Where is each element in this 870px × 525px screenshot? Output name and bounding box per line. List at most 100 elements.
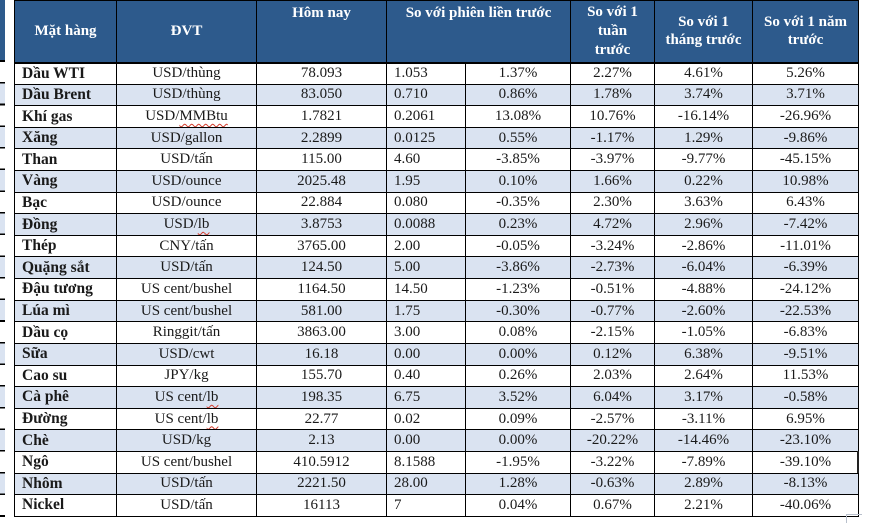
session-change-percent: 13.08% [465,105,571,128]
table-row: Bạc USD/ounce 22.884 0.080 -0.35% 2.30% … [14,191,859,215]
week-change-percent: 2.27% [570,62,655,85]
year-change-percent: 11.53% [752,364,859,388]
unit-cell: USD/tấn [116,148,257,172]
year-change-percent: 10.98% [752,170,859,193]
unit-cell: USD/tấn [116,494,257,517]
session-change-value: 6.75 [386,386,466,409]
commodity-name: Cao su [14,364,117,388]
session-change-percent: 0.08% [465,321,571,344]
session-change-percent: -3.86% [465,256,571,280]
today-value: 198.35 [256,386,387,409]
table-row: Chè USD/kg 2.13 0.00 0.00% -20.22% -14.4… [14,429,859,452]
today-value: 115.00 [256,148,387,172]
unit-cell: USD/tấn [116,256,257,280]
month-change-percent: 2.64% [654,364,753,388]
session-change-value: 0.710 [386,83,466,107]
commodity-name: Quặng sắt [14,256,117,280]
week-change-percent: 10.76% [570,105,655,128]
unit-cell: JPY/kg [116,364,257,388]
session-change-value: 5.00 [386,256,466,280]
commodity-name: Nickel [14,494,117,517]
session-change-value: 1.75 [386,299,466,323]
unit-text: USD/kg [161,432,212,449]
session-change-value: 14.50 [386,278,466,301]
unit-cell: US cent/bushel [116,299,257,323]
col-header-today: Hôm nay [256,0,387,64]
today-value: 1164.50 [256,278,387,301]
week-change-percent: -0.51% [570,278,655,301]
table-body: Dầu WTI USD/thùng 78.093 1.053 1.37% 2.2… [14,62,859,517]
week-change-percent: 0.67% [570,494,655,517]
year-change-percent: -8.13% [752,472,859,496]
month-change-percent: -2.86% [654,234,753,258]
month-change-percent: -2.60% [654,299,753,323]
today-value: 78.093 [256,62,387,85]
unit-text: USD/ [163,216,198,233]
unit-cell: USD/kg [116,429,257,452]
table-row: Ngô US cent/bushel 410.5912 8.1588 -1.95… [14,450,859,474]
col-header-item: Mặt hàng [14,0,117,64]
unit-cell: USD/ounce [116,191,257,215]
month-change-percent: 3.63% [654,191,753,215]
table-row: Cao su JPY/kg 155.70 0.40 0.26% 2.03% 2.… [14,364,859,388]
session-change-value: 0.2061 [386,105,466,128]
unit-text: US cent/ [154,410,207,427]
year-change-percent: -23.10% [752,429,859,452]
unit-text: US cent/bushel [140,302,233,319]
year-change-percent: -0.58% [752,386,859,409]
unit-text: USD/ounce [151,194,222,211]
month-change-percent: -3.11% [654,407,753,431]
table-row: Nickel USD/tấn 16113 7 0.04% 0.67% 2.21%… [14,494,859,517]
session-change-percent: -1.23% [465,278,571,301]
month-change-percent: 2.21% [654,494,753,517]
session-change-percent: 0.23% [465,213,571,236]
month-change-percent: -7.89% [654,450,753,474]
unit-text: US cent/ [154,388,207,405]
table-row: Quặng sắt USD/tấn 124.50 5.00 -3.86% -2.… [14,256,859,280]
session-change-value: 1.95 [386,170,466,193]
unit-cell: US cent/bushel [116,450,257,474]
today-value: 2221.50 [256,472,387,496]
unit-text: US cent/bushel [140,453,233,470]
week-change-percent: -2.73% [570,256,655,280]
session-change-percent: 1.37% [465,62,571,85]
today-value: 22.884 [256,191,387,215]
commodity-name: Bạc [14,191,117,215]
year-change-percent: -9.51% [752,342,859,366]
session-change-percent: 0.09% [465,407,571,431]
today-value: 2.2899 [256,126,387,150]
commodity-name: Than [14,148,117,172]
week-change-percent: -0.77% [570,299,655,323]
unit-text: USD/tấn [160,496,213,513]
session-change-value: 4.60 [386,148,466,172]
unit-misspelled-text: lb [206,410,219,427]
commodity-price-table: Mặt hàng ĐVT Hôm nay So với phiên liền t… [14,0,859,517]
week-change-percent: -2.15% [570,321,655,344]
commodity-name: Nhôm [14,472,117,496]
today-value: 1.7821 [256,105,387,128]
month-change-percent: -14.46% [654,429,753,452]
session-change-value: 7 [386,494,466,517]
table-row: Cà phê US cent/lb 198.35 6.75 3.52% 6.04… [14,386,859,409]
today-value: 83.050 [256,83,387,107]
year-change-percent: -11.01% [752,234,859,258]
session-change-value: 0.0088 [386,213,466,236]
month-change-percent: 3.17% [654,386,753,409]
unit-text: USD/gallon [150,129,223,146]
unit-text: USD/tấn [160,151,213,168]
session-change-value: 1.053 [386,62,466,85]
col-header-vs-prev-session: So với phiên liền trước [386,0,571,64]
unit-text: Ringgit/tấn [152,324,221,341]
commodity-name: Dầu Brent [14,83,117,107]
unit-text: USD/tấn [160,259,213,276]
session-change-value: 3.00 [386,321,466,344]
table-row: Than USD/tấn 115.00 4.60 -3.85% -3.97% -… [14,148,859,172]
week-change-percent: 2.30% [570,191,655,215]
today-value: 3863.00 [256,321,387,344]
unit-misspelled-text: lb [206,388,219,405]
unit-cell: US cent/lb [116,386,257,409]
table-row: Nhôm USD/tấn 2221.50 28.00 1.28% -0.63% … [14,472,859,496]
cropped-left-header-sliver [0,0,5,62]
cropped-left-rows-sliver [0,62,5,517]
table-row: Dầu cọ Ringgit/tấn 3863.00 3.00 0.08% -2… [14,321,859,344]
